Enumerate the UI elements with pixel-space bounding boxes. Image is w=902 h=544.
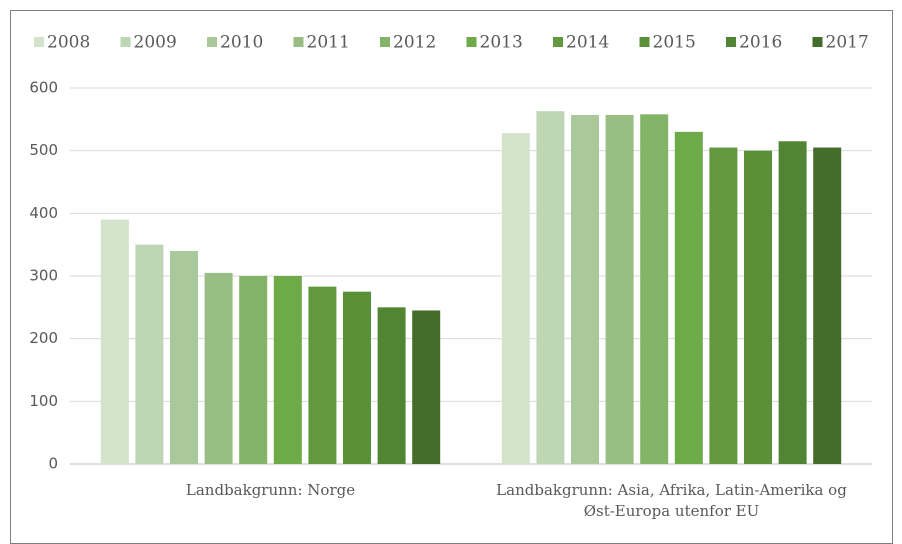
bar bbox=[536, 111, 565, 464]
y-tick-label: 200 bbox=[29, 329, 58, 347]
bar bbox=[273, 276, 302, 464]
legend-swatch bbox=[34, 37, 44, 47]
y-tick-label: 400 bbox=[29, 204, 58, 222]
bar bbox=[343, 291, 371, 464]
y-tick-label: 600 bbox=[29, 79, 58, 97]
legend-label: 2011 bbox=[307, 33, 350, 53]
y-tick-label: 500 bbox=[29, 141, 58, 159]
legend-label: 2013 bbox=[480, 33, 523, 53]
bar bbox=[135, 244, 164, 464]
bar bbox=[813, 147, 842, 465]
legend-label: 2016 bbox=[739, 33, 782, 53]
y-tick-label: 300 bbox=[29, 267, 58, 285]
bar bbox=[377, 307, 406, 464]
bar bbox=[709, 147, 738, 465]
legend-swatch bbox=[293, 37, 304, 47]
bar bbox=[501, 133, 530, 464]
bar bbox=[640, 114, 669, 464]
x-tick-label: Landbakgrunn: Asia, Afrika, Latin-Amerik… bbox=[496, 481, 847, 520]
legend-swatch bbox=[639, 37, 650, 47]
legend-label: 2012 bbox=[393, 33, 436, 53]
legend-swatch bbox=[553, 37, 563, 47]
legend-swatch bbox=[726, 37, 736, 47]
legend-label: 2009 bbox=[134, 33, 177, 53]
bar bbox=[605, 114, 634, 465]
bar bbox=[744, 150, 772, 464]
legend-swatch bbox=[812, 37, 823, 47]
legend-label: 2008 bbox=[47, 33, 90, 53]
bar bbox=[571, 114, 599, 465]
legend-label: 2017 bbox=[826, 33, 869, 53]
bar bbox=[204, 272, 233, 464]
legend-swatch bbox=[380, 37, 390, 47]
bar bbox=[239, 276, 268, 464]
bar bbox=[170, 250, 198, 464]
legend-swatch bbox=[120, 37, 131, 47]
bar bbox=[778, 141, 807, 464]
legend-label: 2014 bbox=[566, 33, 609, 53]
bar bbox=[674, 131, 703, 464]
legend-swatch bbox=[466, 37, 477, 47]
legend-label: 2015 bbox=[653, 33, 696, 53]
bar bbox=[308, 286, 337, 464]
x-tick-label: Landbakgrunn: Norge bbox=[185, 481, 356, 499]
legend-swatch bbox=[207, 37, 217, 47]
y-tick-label: 0 bbox=[48, 455, 58, 473]
bar bbox=[412, 310, 441, 464]
legend-label: 2010 bbox=[220, 33, 263, 53]
bar bbox=[100, 219, 129, 464]
y-tick-label: 100 bbox=[29, 392, 58, 410]
